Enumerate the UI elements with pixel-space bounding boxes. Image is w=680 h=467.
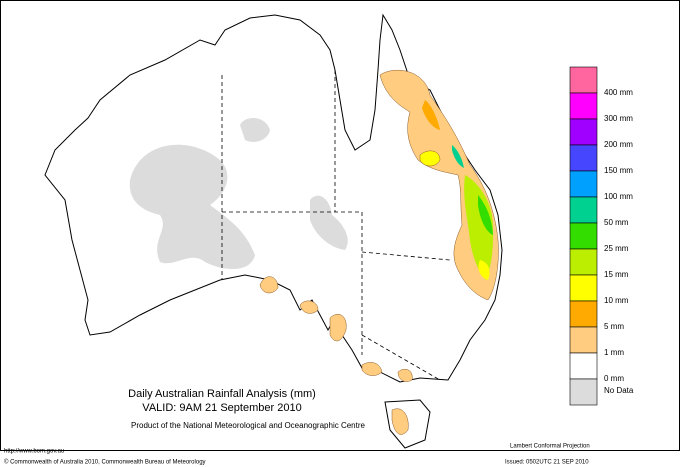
rain-15mm bbox=[464, 175, 494, 280]
rain-1mm bbox=[259, 276, 279, 294]
state-border bbox=[361, 251, 451, 261]
legend-label: 10 mm bbox=[604, 296, 629, 305]
issued: Issued: 0502UTC 21 SEP 2010 bbox=[505, 460, 589, 466]
rain-50mm bbox=[452, 145, 464, 168]
rain-1mm bbox=[379, 69, 499, 301]
legend-swatch bbox=[569, 92, 598, 120]
mainland bbox=[44, 13, 503, 383]
rain-1mm bbox=[329, 314, 347, 342]
legend-swatch bbox=[569, 300, 598, 328]
legend-label: 5 mm bbox=[604, 322, 624, 331]
rain-10mm bbox=[478, 260, 490, 280]
legend-swatch bbox=[569, 248, 598, 276]
legend-swatch bbox=[569, 274, 598, 302]
legend-swatch bbox=[569, 326, 598, 354]
no-data-area bbox=[310, 195, 348, 250]
product-credit: Product of the National Meteorological a… bbox=[131, 421, 365, 430]
legend-label: 200 mm bbox=[604, 140, 633, 149]
rain-25mm bbox=[478, 195, 493, 235]
no-data-area bbox=[129, 144, 255, 270]
rain-1mm bbox=[391, 408, 409, 435]
legend-swatch bbox=[569, 66, 598, 94]
tasmania bbox=[384, 399, 431, 449]
map-title: Daily Australian Rainfall Analysis (mm) bbox=[128, 388, 316, 400]
projection: Lambert Conformal Projection bbox=[510, 444, 590, 450]
rain-1mm bbox=[299, 300, 319, 314]
legend-label: 0 mm bbox=[604, 374, 624, 383]
rain-5mm bbox=[422, 100, 440, 130]
legend-label: No Data bbox=[604, 386, 634, 395]
legend-swatch bbox=[569, 222, 598, 250]
legend-swatch bbox=[569, 378, 598, 406]
legend-label: 1 mm bbox=[604, 348, 624, 357]
legend-swatch bbox=[569, 196, 598, 224]
legend-swatch bbox=[569, 144, 598, 172]
legend: 400 mm 300 mm 200 mm 150 mm 100 mm 50 mm 25 mm… bbox=[569, 66, 634, 406]
rain-1mm bbox=[397, 369, 413, 382]
rain-1mm bbox=[361, 362, 383, 376]
coastline bbox=[44, 13, 503, 383]
legend-label: 50 mm bbox=[604, 218, 629, 227]
copyright: © Commonwealth of Australia 2010, Common… bbox=[4, 459, 206, 466]
no-data-area bbox=[240, 118, 270, 142]
legend-swatch bbox=[569, 170, 598, 198]
valid-time: VALID: 9AM 21 September 2010 bbox=[142, 402, 301, 414]
legend-swatch bbox=[569, 118, 598, 146]
url: http://www.bom.gov.au bbox=[4, 449, 64, 455]
rain-10mm bbox=[419, 150, 441, 167]
legend-label: 150 mm bbox=[604, 166, 633, 175]
legend-label: 100 mm bbox=[604, 192, 633, 201]
legend-label: 25 mm bbox=[604, 244, 629, 253]
legend-label: 15 mm bbox=[604, 270, 629, 279]
state-border bbox=[361, 334, 441, 381]
legend-swatch bbox=[569, 352, 598, 380]
legend-label: 300 mm bbox=[604, 114, 633, 123]
legend-label: 400 mm bbox=[604, 88, 633, 97]
